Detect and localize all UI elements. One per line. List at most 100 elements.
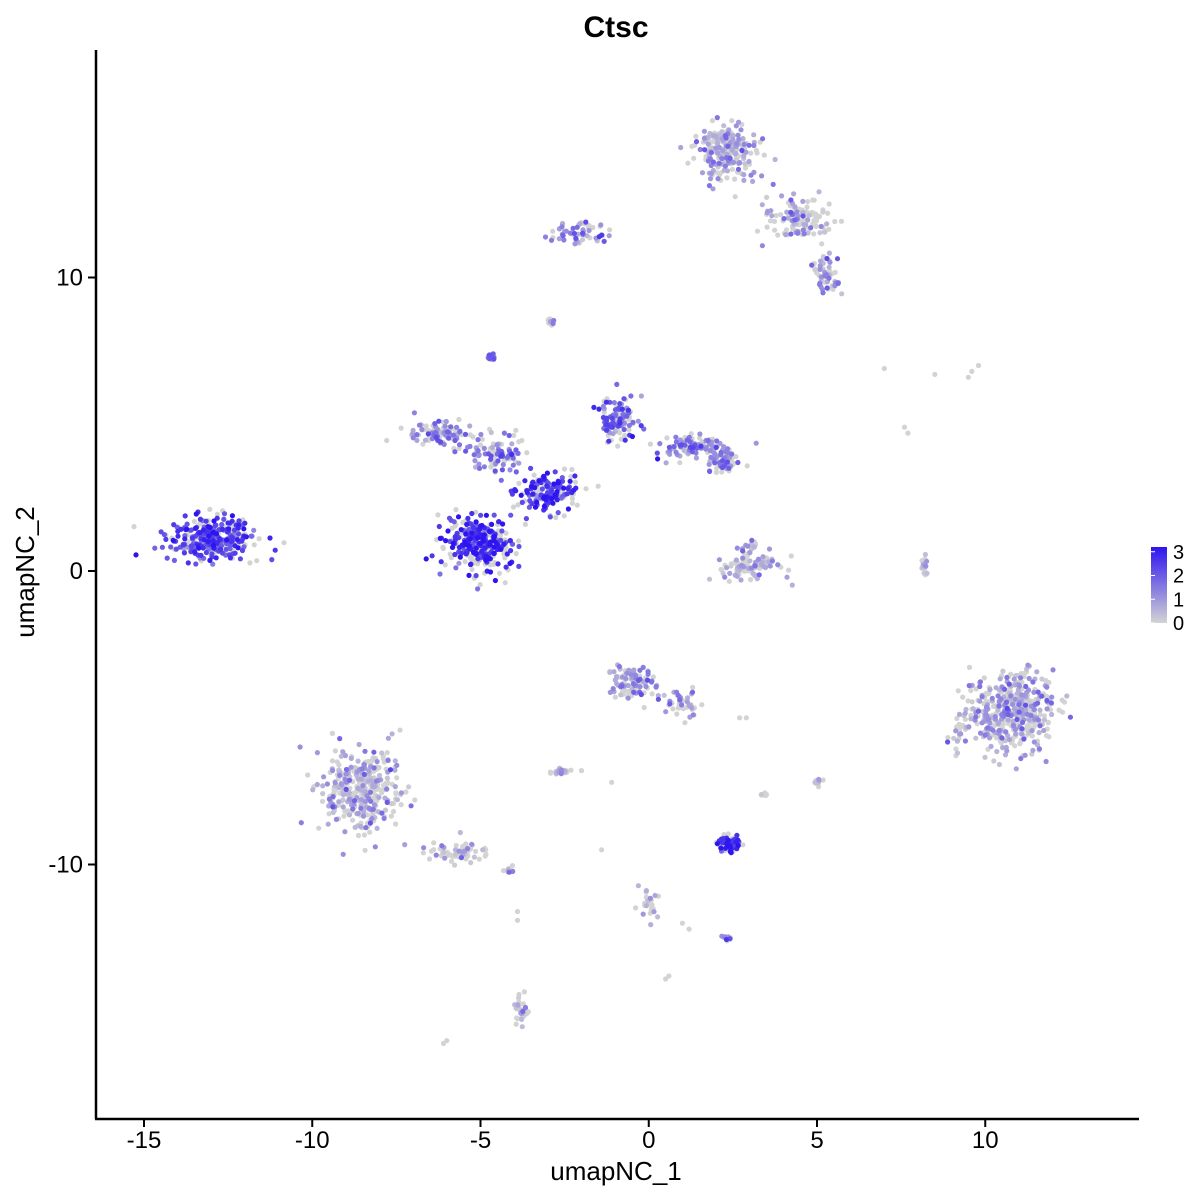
cell-point — [603, 427, 610, 433]
cell-point — [999, 735, 1005, 741]
cell-point — [1010, 701, 1016, 708]
cell-point — [649, 679, 655, 685]
cell-point — [1026, 699, 1032, 705]
cell-point — [1003, 699, 1010, 705]
cell-point — [719, 464, 725, 471]
cell-point — [456, 442, 463, 448]
cell-point — [951, 735, 957, 741]
cell-point — [196, 545, 202, 551]
cell-point — [163, 536, 169, 543]
cell-point — [569, 466, 575, 473]
cell-point — [710, 186, 716, 192]
cell-point — [645, 669, 651, 675]
cell-point — [958, 724, 964, 730]
cell-point — [743, 149, 749, 155]
cell-point — [448, 858, 455, 864]
cell-point — [691, 155, 697, 161]
cell-point — [735, 459, 741, 466]
cell-point — [584, 233, 590, 239]
cell-point — [806, 212, 812, 218]
cell-point — [716, 160, 722, 166]
cell-point — [229, 518, 235, 524]
cell-point — [839, 291, 845, 297]
cell-point — [206, 533, 212, 539]
cell-point — [741, 141, 747, 147]
cell-point — [1006, 736, 1013, 743]
cell-point — [953, 746, 959, 752]
cell-point — [954, 750, 961, 756]
cell-point — [224, 537, 230, 543]
cell-point — [473, 509, 479, 515]
cell-point — [473, 550, 479, 557]
cell-point — [466, 543, 472, 549]
cell-point — [243, 534, 249, 540]
cell-point — [435, 512, 441, 518]
cell-point — [754, 228, 761, 234]
cell-point — [422, 437, 429, 443]
cell-point — [996, 727, 1002, 734]
cell-point — [541, 503, 548, 509]
cell-point — [346, 790, 352, 796]
cell-point — [603, 399, 610, 405]
cell-point — [625, 407, 632, 413]
cell-point — [331, 789, 337, 795]
cell-point — [1006, 681, 1012, 687]
cell-point — [344, 808, 350, 814]
cell-point — [440, 544, 446, 550]
cell-point — [649, 902, 655, 908]
cell-point — [388, 813, 394, 819]
cell-point — [769, 558, 776, 564]
cell-point — [467, 443, 473, 449]
cell-point — [725, 838, 731, 844]
cell-point — [532, 485, 538, 491]
cell-point — [510, 462, 516, 468]
cell-point — [381, 815, 387, 822]
cell-point — [827, 259, 833, 265]
cell-point — [682, 720, 688, 726]
cell-point — [188, 543, 194, 549]
cell-point — [324, 781, 330, 787]
cell-point — [685, 695, 691, 701]
cell-point — [510, 504, 517, 510]
cell-point — [739, 147, 745, 154]
cell-point — [348, 764, 354, 770]
cell-point — [569, 500, 576, 506]
cell-point — [218, 546, 224, 552]
cell-point — [376, 772, 383, 779]
cell-point — [985, 725, 991, 731]
cell-point — [567, 230, 574, 236]
cell-point — [548, 237, 555, 243]
cell-point — [580, 237, 586, 243]
cell-point — [371, 749, 377, 755]
cell-point — [175, 528, 181, 535]
cell-point — [788, 553, 794, 559]
cell-point — [719, 156, 725, 162]
cell-point — [211, 518, 217, 524]
cell-point — [453, 507, 459, 513]
cell-point — [723, 936, 730, 943]
cell-point — [641, 704, 647, 711]
cell-point — [472, 464, 479, 470]
cell-point — [508, 512, 514, 518]
cell-point — [741, 568, 747, 574]
cell-point — [479, 522, 485, 529]
cell-point — [443, 418, 449, 425]
cell-point — [996, 761, 1003, 768]
cell-point — [491, 533, 497, 540]
cell-point — [489, 521, 495, 528]
cell-point — [366, 768, 372, 774]
cell-point — [450, 540, 456, 546]
cell-point — [337, 772, 343, 779]
cell-point — [715, 140, 721, 146]
cell-point — [993, 685, 999, 691]
cell-point — [515, 538, 522, 544]
cell-point — [604, 422, 610, 428]
cell-point — [531, 472, 537, 478]
cell-point — [816, 189, 822, 195]
cell-point — [1028, 713, 1034, 719]
cell-point — [945, 735, 951, 741]
cell-point — [571, 230, 578, 237]
cell-point — [598, 222, 604, 228]
cell-point — [514, 917, 521, 923]
cell-point — [320, 791, 326, 797]
